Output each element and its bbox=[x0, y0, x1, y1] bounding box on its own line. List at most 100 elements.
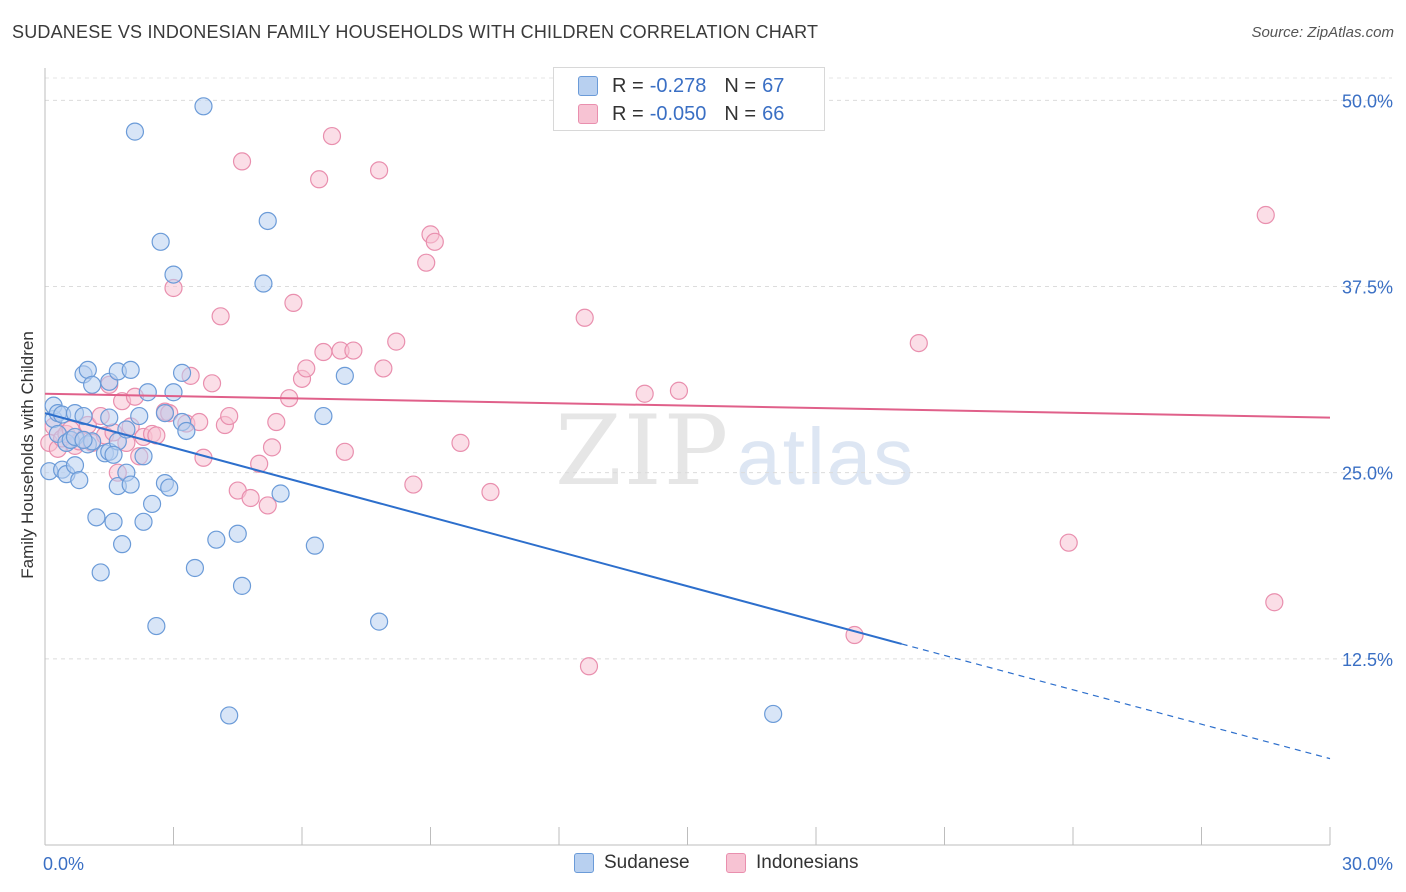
legend-label-indonesians: Indonesians bbox=[756, 852, 859, 873]
sudanese-points bbox=[40, 97, 783, 725]
legend-row-sudanese: R = -0.278 N = 67 bbox=[578, 72, 784, 100]
data-point bbox=[1059, 533, 1078, 552]
legend-row-indonesians: R = -0.050 N = 66 bbox=[578, 100, 784, 128]
data-point bbox=[335, 366, 354, 385]
legend-item-indonesians[interactable]: Indonesians bbox=[726, 852, 858, 874]
data-point bbox=[284, 293, 303, 312]
y-axis-label: Family Households with Children bbox=[18, 331, 37, 579]
data-point bbox=[404, 475, 423, 494]
data-point bbox=[425, 232, 444, 251]
r-value: -0.050 bbox=[649, 102, 707, 125]
data-point bbox=[228, 524, 247, 543]
data-point bbox=[121, 360, 140, 380]
data-point bbox=[262, 438, 282, 457]
series-legend: Sudanese Indonesians bbox=[0, 850, 1406, 880]
data-point bbox=[134, 512, 153, 531]
data-point bbox=[125, 122, 145, 141]
axes bbox=[44, 68, 1331, 846]
data-point bbox=[74, 406, 93, 426]
data-point bbox=[232, 576, 252, 595]
data-point bbox=[211, 307, 230, 326]
indonesians-points bbox=[40, 126, 1284, 676]
watermark-atlas: atlas bbox=[736, 412, 916, 501]
n-value: 67 bbox=[762, 74, 785, 97]
n-value: 66 bbox=[762, 102, 785, 125]
data-point bbox=[451, 433, 470, 452]
watermark-zip: ZIP bbox=[555, 395, 731, 507]
data-point bbox=[374, 359, 393, 378]
x-tick-label: 30.0% bbox=[1342, 854, 1393, 874]
indonesians-legend-swatch bbox=[726, 853, 746, 873]
data-point bbox=[669, 381, 689, 400]
y-tick-label: 37.5% bbox=[1342, 278, 1393, 298]
sudanese-trend-extension bbox=[901, 643, 1331, 760]
data-point bbox=[314, 406, 333, 426]
data-point bbox=[909, 333, 928, 353]
indonesians-trend-line bbox=[44, 392, 1331, 419]
data-point bbox=[297, 359, 316, 378]
data-point bbox=[130, 406, 149, 426]
data-point bbox=[258, 211, 277, 231]
data-point bbox=[254, 274, 273, 293]
data-point bbox=[220, 706, 239, 725]
data-point bbox=[271, 484, 290, 503]
data-point bbox=[138, 383, 157, 402]
y-tick-label: 50.0% bbox=[1342, 91, 1393, 111]
indonesians-swatch bbox=[578, 104, 598, 124]
data-point bbox=[112, 535, 132, 554]
data-point bbox=[164, 383, 183, 402]
trend-lines bbox=[44, 392, 1331, 760]
r-value: -0.278 bbox=[649, 74, 707, 97]
data-point bbox=[481, 482, 500, 502]
data-point bbox=[335, 442, 354, 461]
data-point bbox=[172, 363, 192, 382]
data-point bbox=[134, 447, 153, 466]
x-tick-label: 0.0% bbox=[43, 854, 84, 874]
data-point bbox=[764, 704, 783, 724]
sudanese-swatch bbox=[578, 76, 598, 96]
data-point bbox=[185, 558, 205, 578]
n-label: N = bbox=[724, 74, 757, 97]
data-point bbox=[207, 530, 226, 549]
chart-title: SUDANESE VS INDONESIAN FAMILY HOUSEHOLDS… bbox=[12, 22, 819, 42]
data-point bbox=[155, 403, 175, 423]
data-point bbox=[310, 170, 329, 189]
sudanese-trend-line bbox=[44, 412, 902, 645]
data-point bbox=[575, 308, 594, 327]
data-point bbox=[91, 563, 110, 582]
data-point bbox=[344, 341, 363, 360]
data-point bbox=[87, 508, 106, 527]
data-point bbox=[202, 374, 222, 393]
data-point bbox=[305, 536, 324, 555]
watermark: ZIPatlas bbox=[555, 395, 915, 507]
r-label: R = bbox=[612, 74, 644, 97]
data-point bbox=[579, 657, 599, 676]
sudanese-legend-swatch bbox=[574, 853, 594, 873]
data-point bbox=[370, 161, 389, 180]
data-point bbox=[104, 512, 123, 531]
data-point bbox=[241, 488, 260, 508]
data-point bbox=[250, 454, 269, 473]
y-tick-label: 25.0% bbox=[1342, 464, 1393, 484]
data-point bbox=[387, 332, 406, 351]
data-point bbox=[1256, 205, 1275, 225]
data-point bbox=[74, 430, 93, 450]
data-point bbox=[160, 478, 179, 497]
source-label: Source: ZipAtlas.com bbox=[1251, 24, 1394, 41]
data-point bbox=[151, 232, 170, 251]
data-point bbox=[83, 375, 102, 394]
data-point bbox=[232, 152, 252, 171]
data-point bbox=[121, 475, 140, 494]
data-point bbox=[220, 406, 239, 426]
r-label: R = bbox=[612, 102, 644, 125]
data-point bbox=[322, 126, 342, 146]
data-point bbox=[164, 265, 183, 284]
data-point bbox=[194, 97, 213, 116]
legend-item-sudanese[interactable]: Sudanese bbox=[574, 852, 690, 874]
data-point bbox=[1265, 593, 1284, 612]
data-point bbox=[142, 494, 162, 514]
data-point bbox=[370, 612, 389, 631]
data-point bbox=[70, 471, 89, 490]
n-label: N = bbox=[724, 102, 757, 125]
